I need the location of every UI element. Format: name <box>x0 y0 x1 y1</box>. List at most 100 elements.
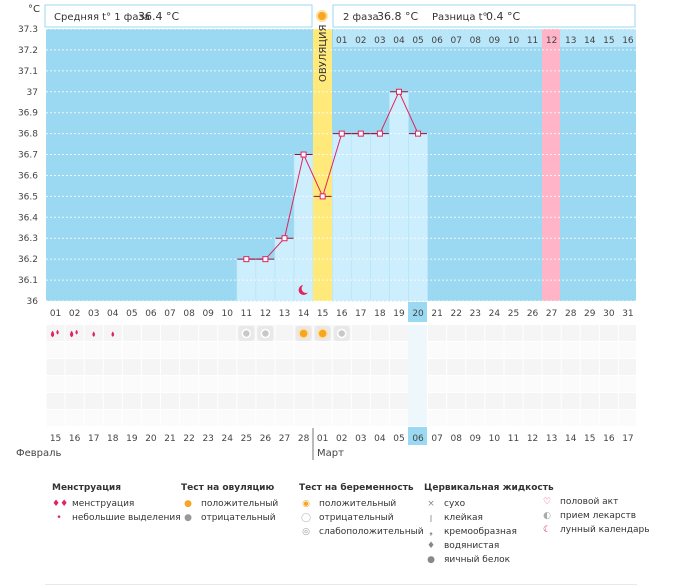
cycle-day-label: 16 <box>336 309 348 319</box>
cycle-day-label: 26 <box>527 309 539 319</box>
calendar-date: 16 <box>603 434 615 444</box>
legend-title: Тест на овуляцию <box>181 483 275 493</box>
calendar-date: 21 <box>164 434 175 444</box>
temp-bar <box>293 154 314 302</box>
cycle-day-label: 07 <box>164 309 175 319</box>
post-ovulation-day: 16 <box>622 36 634 46</box>
today-date-marker <box>408 427 427 445</box>
preg-weak-icon: ◎ <box>302 527 310 537</box>
temperature-line <box>246 90 419 260</box>
cycle-day-label: 25 <box>508 309 519 319</box>
cycle-day-label: 08 <box>183 309 195 319</box>
cycle-day-label: 17 <box>355 309 366 319</box>
calendar-date: 22 <box>183 434 194 444</box>
calendar-date: 01 <box>317 434 328 444</box>
calendar-date: 03 <box>355 434 366 444</box>
legend-item: ❟ кремообразная <box>424 525 554 539</box>
calendar-date: 23 <box>202 434 213 444</box>
cycle-day-label: 02 <box>69 309 80 319</box>
y-tick-label: 36.7 <box>18 151 38 161</box>
drop-double-icon: ♦♦ <box>52 499 69 509</box>
post-ovulation-day: 15 <box>603 36 614 46</box>
calendar-date: 18 <box>107 434 119 444</box>
calendar-date: 24 <box>222 434 234 444</box>
preg-negative-icon: ◯ <box>300 513 312 523</box>
post-ovulation-day: 14 <box>584 36 596 46</box>
cycle-day-label: 23 <box>470 309 481 319</box>
cycle-day-label: 31 <box>622 309 633 319</box>
calendar-date: 15 <box>50 434 61 444</box>
cycle-day-label: 29 <box>584 309 596 319</box>
legend-item: ● отрицательный <box>181 511 278 525</box>
y-tick-label: 36.8 <box>18 130 38 140</box>
sun-positive-icon <box>298 328 309 339</box>
legend-item: ꞁ клейкая <box>424 511 554 525</box>
calendar-date: 17 <box>88 434 99 444</box>
drop-small-icon: • <box>56 513 62 523</box>
creamy-icon: ❟ <box>429 527 433 537</box>
y-tick-label: 36.9 <box>18 109 38 119</box>
sun-negative-icon <box>336 328 347 339</box>
post-ovulation-day: 03 <box>374 36 385 46</box>
ovulation-label: ОВУЛЯЦИЯ <box>318 25 329 83</box>
heart-icon: ♡ <box>542 497 552 507</box>
today-column-marker <box>408 302 427 322</box>
calendar-date: 17 <box>622 434 633 444</box>
diff-value: 0.4 °C <box>486 10 520 23</box>
y-tick-label: 36.6 <box>18 171 38 181</box>
legend-ovulation-test: Тест на овуляцию ● положительный ● отрицат… <box>181 481 278 525</box>
sun-positive-icon <box>317 328 328 339</box>
sun-negative-icon <box>241 328 252 339</box>
legend-title: Менструация <box>52 483 121 493</box>
legend-item: ☾ лунный календарь <box>540 523 650 537</box>
temp-point <box>281 235 288 242</box>
sticky-icon: ꞁ <box>429 513 433 523</box>
legend-item: ♡ половой акт <box>540 495 650 509</box>
temp-point <box>319 193 326 200</box>
legend-item: • небольшие выделения <box>52 511 180 525</box>
cycle-day-label: 06 <box>145 309 157 319</box>
cycle-day-label: 24 <box>489 309 501 319</box>
post-ovulation-day: 07 <box>450 36 461 46</box>
drop-icon <box>69 330 74 338</box>
header-left-box <box>44 4 313 28</box>
temp-point <box>338 130 345 137</box>
y-tick-label: 37.1 <box>18 67 38 77</box>
month-feb: Февраль <box>16 448 62 459</box>
cycle-day-label: 12 <box>260 309 271 319</box>
bbt-chart: °C Средняя t° 1 фаза 36.4 °C 2 фаза 36.8… <box>16 4 638 460</box>
temp-point <box>300 151 307 158</box>
post-ovulation-day: 11 <box>527 36 538 46</box>
temp-point <box>243 256 250 263</box>
marker-row <box>46 393 636 409</box>
calendar-date: 08 <box>450 434 462 444</box>
cycle-day-label: 18 <box>374 309 386 319</box>
calendar-date: 27 <box>279 434 290 444</box>
legend-item: ♦ водянистая <box>424 539 554 553</box>
cycle-day-label: 13 <box>279 309 290 319</box>
pill-icon: ◐ <box>543 511 551 521</box>
unit-label: °C <box>28 4 40 15</box>
calendar-date: 06 <box>412 434 424 444</box>
calendar-date: 19 <box>126 434 138 444</box>
legend-item: ◎ слабоположительный <box>299 525 424 539</box>
calendar-date: 25 <box>241 434 252 444</box>
post-ovulation-day: 08 <box>470 36 482 46</box>
dry-icon: × <box>427 499 435 509</box>
post-ovulation-day: 05 <box>412 36 423 46</box>
y-tick-label: 36.1 <box>18 276 38 286</box>
ovulation-sun-icon <box>316 10 328 22</box>
cycle-day-label: 05 <box>126 309 137 319</box>
legend-title: Цервикальная жидкость <box>424 483 554 493</box>
ovulation-band <box>313 29 332 301</box>
post-ovulation-day: 12 <box>546 36 557 46</box>
watery-icon: ♦ <box>426 541 436 551</box>
marker-row <box>46 376 636 392</box>
phase1-value: 36.4 °C <box>138 10 179 23</box>
y-tick-label: 36.3 <box>18 234 38 244</box>
legend-pregnancy-test: Тест на беременность ◉ положительный ◯ отр… <box>299 481 424 539</box>
temp-bar <box>274 237 295 302</box>
legend-item: ● положительный <box>181 497 278 511</box>
cycle-day-label: 11 <box>241 309 252 319</box>
cycle-day-label: 21 <box>431 309 442 319</box>
